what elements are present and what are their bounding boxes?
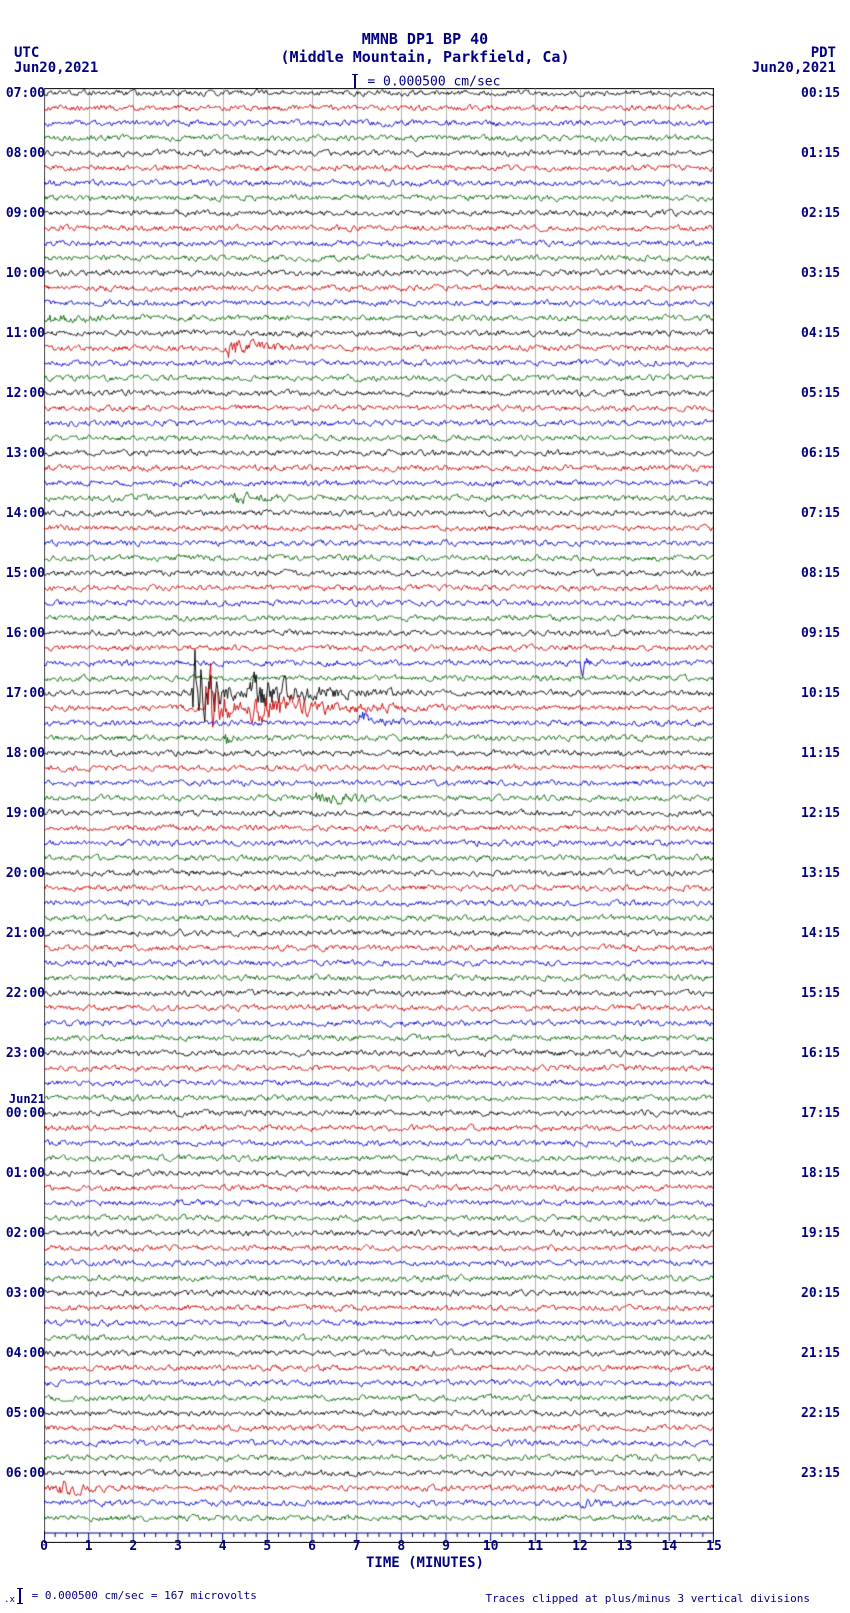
hour-label-right: 14:15: [801, 926, 840, 941]
hour-label-left: 10:00: [6, 266, 45, 281]
x-tick-label: 11: [525, 1539, 545, 1554]
hour-label-right: 01:15: [801, 146, 840, 161]
x-tick-label: 8: [391, 1539, 411, 1554]
x-tick-label: 2: [123, 1539, 143, 1554]
x-axis-title: TIME (MINUTES): [0, 1555, 850, 1571]
hour-label-right: 22:15: [801, 1406, 840, 1421]
x-tick-label: 5: [257, 1539, 277, 1554]
hour-label-right: 00:15: [801, 86, 840, 101]
seismogram-plot: [44, 88, 714, 1543]
title-line-2: (Middle Mountain, Parkfield, Ca): [0, 48, 850, 66]
hour-label-left: 16:00: [6, 626, 45, 641]
hour-label-left: 23:00: [6, 1046, 45, 1061]
hour-label-right: 21:15: [801, 1346, 840, 1361]
hour-label-left: 13:00: [6, 446, 45, 461]
hour-label-right: 12:15: [801, 806, 840, 821]
hour-label-left: 06:00: [6, 1466, 45, 1481]
hour-label-left: 09:00: [6, 206, 45, 221]
x-tick-label: 12: [570, 1539, 590, 1554]
footer-scale-bar-icon: [19, 1588, 21, 1604]
hour-label-right: 15:15: [801, 986, 840, 1001]
timezone-left: UTC: [14, 45, 39, 61]
hour-label-left: 21:00: [6, 926, 45, 941]
hour-label-left: 03:00: [6, 1286, 45, 1301]
x-tick-label: 15: [704, 1539, 724, 1554]
hour-label-left: 12:00: [6, 386, 45, 401]
timezone-right: PDT: [811, 45, 836, 61]
date-left: Jun20,2021: [14, 60, 98, 76]
hour-label-right: 16:15: [801, 1046, 840, 1061]
x-tick-label: 3: [168, 1539, 188, 1554]
hour-label-left: 11:00: [6, 326, 45, 341]
hour-label-right: 17:15: [801, 1106, 840, 1121]
day-change-label: Jun21: [9, 1092, 45, 1106]
hour-label-right: 18:15: [801, 1166, 840, 1181]
hour-label-right: 20:15: [801, 1286, 840, 1301]
hour-label-left: 02:00: [6, 1226, 45, 1241]
hour-label-right: 05:15: [801, 386, 840, 401]
hour-label-left: 01:00: [6, 1166, 45, 1181]
hour-label-left: 22:00: [6, 986, 45, 1001]
x-tick-label: 13: [615, 1539, 635, 1554]
title-line-1: MMNB DP1 BP 40: [0, 30, 850, 48]
hour-label-left: 00:00: [6, 1106, 45, 1121]
hour-label-right: 04:15: [801, 326, 840, 341]
hour-label-right: 11:15: [801, 746, 840, 761]
hour-label-right: 03:15: [801, 266, 840, 281]
hour-label-right: 09:15: [801, 626, 840, 641]
x-tick-label: 10: [481, 1539, 501, 1554]
hour-label-left: 05:00: [6, 1406, 45, 1421]
x-tick-label: 0: [34, 1539, 54, 1554]
x-tick-label: 6: [302, 1539, 322, 1554]
x-tick-label: 4: [213, 1539, 233, 1554]
date-right: Jun20,2021: [752, 60, 836, 76]
hour-label-left: 19:00: [6, 806, 45, 821]
hour-label-right: 23:15: [801, 1466, 840, 1481]
hour-label-left: 04:00: [6, 1346, 45, 1361]
x-tick-label: 1: [79, 1539, 99, 1554]
hour-label-left: 07:00: [6, 86, 45, 101]
footer-left: .x = 0.000500 cm/sec = 167 microvolts: [4, 1588, 257, 1605]
hour-label-right: 08:15: [801, 566, 840, 581]
hour-label-right: 02:15: [801, 206, 840, 221]
hour-label-right: 07:15: [801, 506, 840, 521]
hour-label-left: 15:00: [6, 566, 45, 581]
footer-right: Traces clipped at plus/minus 3 vertical …: [485, 1592, 810, 1605]
hour-label-right: 19:15: [801, 1226, 840, 1241]
hour-label-left: 18:00: [6, 746, 45, 761]
x-tick-label: 7: [347, 1539, 367, 1554]
hour-label-left: 20:00: [6, 866, 45, 881]
hour-label-right: 06:15: [801, 446, 840, 461]
x-tick-label: 9: [436, 1539, 456, 1554]
hour-label-left: 08:00: [6, 146, 45, 161]
x-tick-label: 14: [659, 1539, 679, 1554]
hour-label-right: 13:15: [801, 866, 840, 881]
hour-label-left: 17:00: [6, 686, 45, 701]
hour-label-right: 10:15: [801, 686, 840, 701]
hour-label-left: 14:00: [6, 506, 45, 521]
footer-left-text: = 0.000500 cm/sec = 167 microvolts: [32, 1589, 257, 1602]
